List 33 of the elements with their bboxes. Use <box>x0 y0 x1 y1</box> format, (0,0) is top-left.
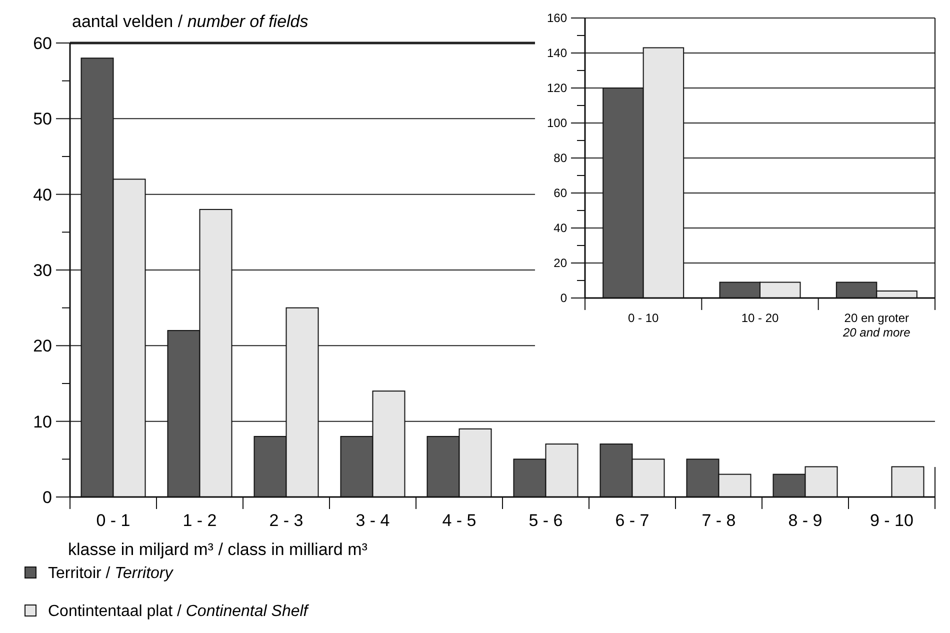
x-tick-label: 8 - 9 <box>788 511 822 530</box>
x-tick-label: 1 - 2 <box>182 511 217 530</box>
y-tick-label: 0 <box>560 291 568 306</box>
x-tick-label: 0 - 1 <box>96 511 130 530</box>
y-tick-label: 140 <box>546 46 568 60</box>
y-tick-label: 10 <box>33 412 52 432</box>
x-tick-label: 2 - 3 <box>269 511 304 530</box>
y-tick-label: 40 <box>554 221 568 236</box>
y-tick-label: 50 <box>33 110 52 129</box>
y-tick-label: 40 <box>33 185 52 204</box>
y-tick-label: 160 <box>546 11 568 26</box>
x-tick-label: 3 - 4 <box>356 511 390 530</box>
legend-label: Contintentaal plat / Continental Shelf <box>48 603 310 620</box>
y-tick-label: 30 <box>33 260 52 280</box>
legend-label: Territoir / Territory <box>48 565 174 582</box>
x-tick-label: 9 - 10 <box>870 511 914 530</box>
x-tick-label: 5 - 6 <box>528 511 563 530</box>
x-tick-label: 7 - 8 <box>702 511 736 530</box>
y-tick-label: 60 <box>33 34 52 53</box>
x-tick-label: 6 - 7 <box>615 511 650 530</box>
y-tick-label: 80 <box>554 151 568 166</box>
y-tick-label: 100 <box>546 116 568 130</box>
x-tick-label: 4 - 5 <box>442 511 476 530</box>
x-axis-title: klasse in miljard m³ / class in milliard m³ <box>68 540 368 559</box>
y-axis-title: aantal velden / number of fields <box>72 12 309 31</box>
x-tick-label: 20 en groter 20 and more <box>842 311 911 340</box>
x-tick-label: 10 - 20 <box>741 311 780 325</box>
y-tick-label: 60 <box>554 186 568 200</box>
y-tick-label: 20 <box>33 336 52 356</box>
y-tick-label: 20 <box>554 256 568 270</box>
x-tick-label: 0 - 10 <box>628 311 659 325</box>
y-tick-label: 120 <box>546 81 568 96</box>
y-tick-label: 0 <box>42 488 52 507</box>
